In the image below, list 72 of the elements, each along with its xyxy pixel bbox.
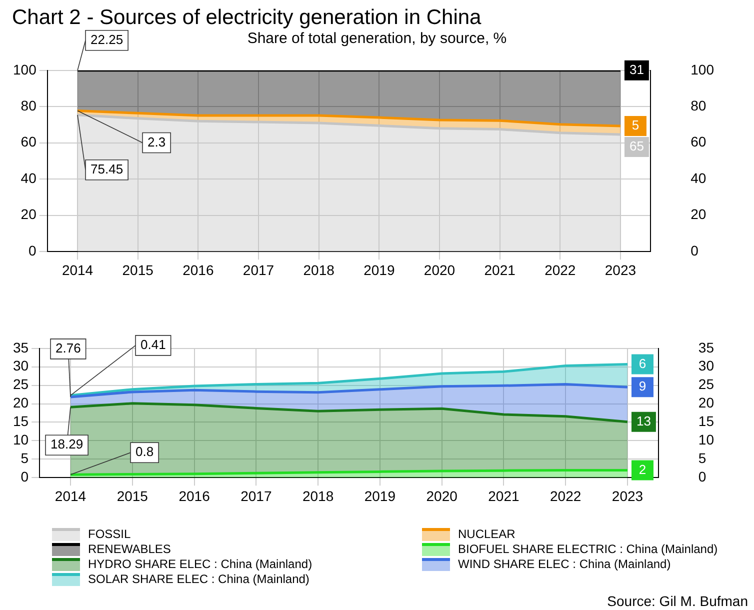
y2-tick-label: 60: [690, 134, 706, 150]
y2-tick-label: 20: [698, 394, 714, 411]
y-tick-label: 0: [28, 242, 37, 258]
legend-label: WIND SHARE ELEC : China (Mainland): [458, 557, 671, 571]
y-tick-label: 80: [20, 98, 37, 114]
data-label: 22.25: [90, 32, 124, 47]
x-tick-label: 2019: [364, 488, 396, 504]
x-tick-label: 2022: [544, 262, 576, 278]
x-tick-label: 2016: [182, 262, 214, 278]
legend-label: RENEWABLES: [88, 542, 171, 556]
x-tick-label: 2017: [240, 488, 272, 504]
x-tick-label: 2015: [116, 488, 148, 504]
y2-tick-label: 5: [698, 450, 706, 466]
data-label: 2: [638, 462, 646, 477]
legend-label: SOLAR SHARE ELEC : China (Mainland): [88, 572, 310, 586]
data-label: 9: [638, 378, 646, 394]
x-tick-label: 2019: [364, 262, 395, 278]
y-tick-label: 25: [12, 376, 29, 392]
data-label: 13: [636, 413, 651, 428]
y-tick-label: 15: [12, 413, 29, 430]
data-label: 6: [638, 356, 646, 371]
chart-title: Chart 2 - Sources of electricity generation in China: [12, 6, 482, 30]
y2-tick-label: 35: [698, 339, 714, 356]
y-tick-label: 10: [12, 432, 29, 448]
data-label: 65: [629, 138, 644, 154]
data-label: 2.76: [56, 340, 81, 356]
x-tick-label: 2018: [302, 488, 334, 504]
y2-tick-label: 0: [698, 468, 706, 484]
legend-label: BIOFUEL SHARE ELECTRIC : China (Mainland): [458, 542, 718, 556]
data-label: 0.8: [136, 444, 154, 460]
y2-tick-label: 15: [698, 413, 714, 430]
x-tick-label: 2022: [550, 488, 582, 504]
x-tick-label: 2016: [178, 488, 210, 504]
y-tick-label: 100: [13, 61, 37, 78]
y-tick-label: 20: [12, 394, 29, 411]
y2-tick-label: 100: [690, 61, 714, 78]
legend-label: NUCLEAR: [458, 527, 516, 541]
y-tick-label: 60: [20, 134, 37, 150]
data-label: 75.45: [90, 161, 124, 176]
x-tick-label: 2023: [604, 262, 636, 278]
chart-subtitle: Share of total generation, by source, %: [247, 30, 507, 47]
y2-tick-label: 80: [690, 98, 706, 114]
y-tick-label: 20: [20, 206, 37, 222]
x-tick-label: 2023: [612, 488, 644, 504]
x-tick-label: 2021: [484, 262, 516, 278]
legend-label: HYDRO SHARE ELEC : China (Mainland): [88, 557, 312, 571]
x-tick-label: 2021: [488, 488, 520, 504]
y2-tick-label: 40: [690, 170, 706, 186]
x-tick-label: 2015: [122, 262, 154, 278]
x-tick-label: 2020: [426, 488, 458, 504]
x-tick-label: 2014: [54, 488, 86, 504]
y-tick-label: 0: [20, 468, 29, 484]
y2-tick-label: 30: [698, 358, 714, 374]
y-tick-label: 5: [20, 450, 29, 466]
data-label: 5: [632, 118, 640, 133]
y-tick-label: 40: [20, 170, 37, 186]
data-label: 2.3: [148, 134, 166, 150]
y-tick-label: 35: [12, 339, 29, 356]
x-tick-label: 2018: [303, 262, 335, 278]
data-label: 18.29: [50, 436, 84, 452]
y2-tick-label: 0: [690, 242, 699, 258]
y-tick-label: 30: [12, 358, 29, 374]
x-tick-label: 2014: [62, 262, 94, 278]
y2-tick-label: 10: [698, 432, 714, 448]
x-tick-label: 2017: [242, 262, 274, 278]
y2-tick-label: 20: [690, 206, 706, 222]
data-label: 0.41: [140, 337, 166, 352]
x-tick-label: 2020: [424, 262, 456, 278]
y2-tick-label: 25: [698, 376, 714, 392]
source-note: Source: Gil M. Bufman: [607, 593, 748, 609]
legend-label: FOSSIL: [88, 527, 131, 541]
data-label: 31: [629, 62, 644, 77]
